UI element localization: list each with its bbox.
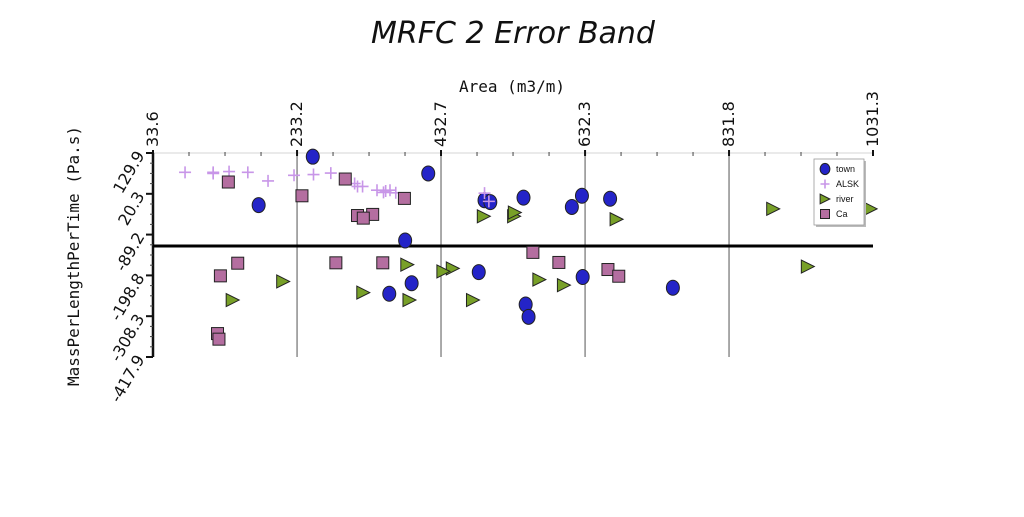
point-river: [225, 292, 241, 308]
point-alsk: [324, 167, 337, 180]
point-river: [356, 285, 371, 300]
point-ca: [295, 189, 309, 203]
point-town: [398, 232, 413, 249]
point-alsk: [207, 166, 220, 179]
x-tick-label: 1031.3: [863, 91, 882, 147]
x-tick-label: 432.7: [431, 101, 450, 147]
y-tick-label: -89.2: [111, 229, 148, 274]
point-ca: [212, 332, 226, 346]
point-alsk: [482, 195, 495, 208]
point-ca: [376, 256, 390, 270]
legend-marker-alsk: [820, 179, 830, 189]
point-ca: [552, 255, 566, 269]
point-town: [421, 165, 436, 182]
legend-marker-river: [819, 193, 831, 205]
point-alsk: [241, 166, 254, 179]
x-axis-label: Area (m3/m): [459, 77, 565, 96]
legend-label: Ca: [836, 209, 848, 219]
point-town: [471, 264, 486, 281]
point-alsk: [377, 186, 390, 199]
point-town: [665, 279, 680, 296]
point-river: [766, 201, 781, 217]
point-town: [251, 197, 266, 214]
data-points: [179, 148, 879, 346]
point-town: [564, 198, 579, 215]
y-tick-label: 20.3: [114, 188, 148, 228]
point-ca: [213, 269, 227, 283]
y-tick-label: -198.8: [106, 270, 148, 324]
point-river: [532, 272, 547, 287]
point-ca: [526, 245, 540, 259]
point-ca: [356, 211, 370, 225]
legend-marker-town: [819, 162, 831, 176]
chart-title: MRFC 2 Error Band: [371, 16, 656, 51]
point-river: [402, 292, 418, 308]
point-river: [507, 205, 523, 220]
point-ca: [397, 191, 411, 205]
point-river: [276, 274, 291, 289]
y-axis-label: MassPerLengthPerTime (Pa.s): [64, 126, 83, 386]
point-ca: [221, 175, 235, 189]
legend-label: river: [836, 194, 854, 204]
point-river: [800, 259, 816, 274]
point-alsk: [478, 187, 491, 200]
point-river: [465, 292, 481, 308]
point-town: [575, 268, 590, 285]
legend: town ALSK river Ca: [813, 158, 866, 227]
x-tick-label: 632.3: [575, 101, 594, 147]
point-town: [521, 308, 536, 325]
point-alsk: [356, 180, 369, 193]
point-ca: [601, 263, 615, 277]
y-tick-label: 129.9: [109, 148, 148, 197]
point-alsk: [262, 174, 275, 187]
legend-label: town: [836, 164, 855, 174]
point-ca: [329, 256, 343, 270]
point-alsk: [307, 168, 320, 181]
point-river: [556, 277, 572, 293]
point-town: [603, 190, 618, 207]
point-river: [476, 208, 492, 224]
point-town: [404, 275, 419, 292]
axes: 33.6 233.2 432.7 632.3 831.8 1031.3129.920.3-…: [106, 91, 882, 406]
point-alsk: [288, 169, 301, 182]
point-river: [863, 201, 879, 217]
point-town: [516, 189, 531, 206]
x-tick-label: 33.6: [143, 111, 162, 147]
x-tick-label: 831.8: [719, 101, 738, 147]
point-town: [574, 187, 589, 204]
point-river: [609, 211, 625, 227]
legend-marker-ca: [820, 209, 830, 219]
point-ca: [231, 256, 245, 270]
x-tick-label: 233.2: [287, 101, 306, 147]
point-town: [305, 148, 320, 165]
point-alsk: [179, 166, 192, 179]
point-ca: [338, 172, 352, 186]
point-town: [382, 285, 397, 302]
point-river: [436, 264, 452, 279]
point-river: [445, 261, 461, 276]
point-alsk: [379, 184, 392, 197]
point-ca: [612, 269, 626, 283]
point-river: [400, 257, 415, 272]
legend-label: ALSK: [836, 179, 859, 189]
